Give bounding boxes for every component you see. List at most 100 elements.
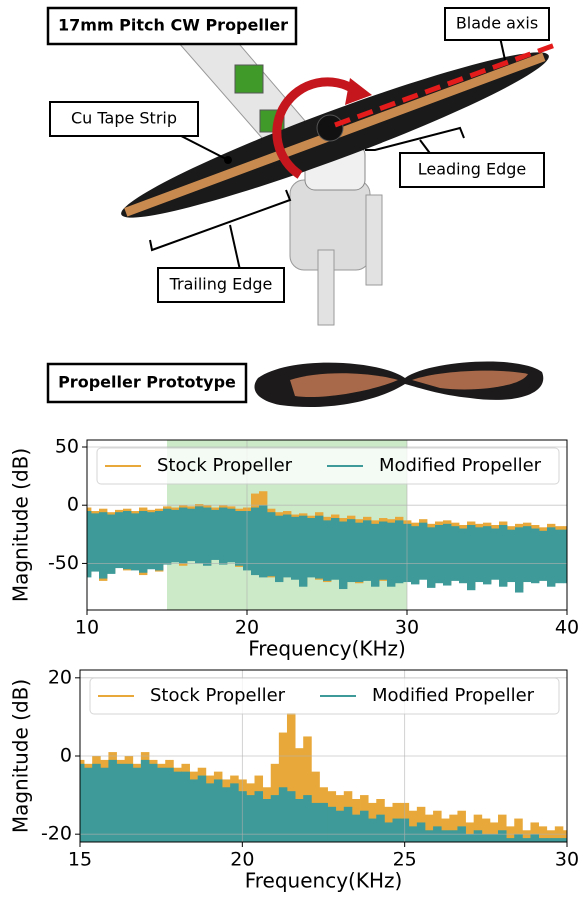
label: Blade axis [456,14,538,33]
range-bar [443,523,452,586]
range-bar [539,530,548,581]
range-bar [187,508,196,562]
area-bar [546,830,556,842]
x-tick-label: 20 [235,617,259,639]
area-bar [108,759,117,842]
range-bar [87,511,92,578]
legend-label: Stock Propeller [150,685,286,706]
label: Trailing Edge [169,275,273,294]
range-bar [235,511,244,566]
range-bar [523,526,532,583]
legend: Stock Propeller Modified Propeller [89,677,560,715]
legend: Stock Propeller Modified Propeller [96,447,560,485]
range-bar [363,520,372,581]
area-bar [481,818,491,842]
area-bar [278,787,288,842]
axes-frame [79,669,568,843]
area-bar [222,787,231,842]
label-box [444,7,550,41]
range-bar [483,526,492,585]
range-bar [411,526,420,585]
label-box [49,101,199,137]
area-bar [116,763,126,842]
label: Leading Edge [418,160,527,179]
mount-leg [365,194,383,286]
range-bar [171,509,180,563]
area-bar [530,834,539,842]
area-bar [343,806,353,842]
y-tick-label: -20 [41,823,72,845]
area-bar [465,834,475,842]
blade-axis-line [334,42,556,128]
range-bar [131,513,140,571]
x-tick-label: 10 [75,617,99,639]
area-bar [165,767,174,842]
area-bar [360,810,369,842]
area-bar [424,830,434,842]
range-bar [331,518,340,580]
range-bar [323,520,332,581]
area-bar [562,830,567,842]
area-bar [562,838,567,842]
range-bar [355,522,364,583]
range-bar [179,507,188,564]
area-bar [148,763,158,842]
area-bar [189,779,199,842]
leader [229,224,241,271]
area-bar [262,799,272,842]
range-bar [563,529,567,584]
range-bar [307,518,316,578]
range-bar [499,525,508,587]
area-bar [489,822,499,842]
range-bar [139,511,148,573]
plot-area [80,713,567,842]
range-bar [507,529,516,583]
x-tick-label: 40 [555,617,579,639]
prototype-tape [412,370,528,390]
area-bar [473,814,483,842]
range-bar [123,511,132,570]
label-box [157,267,285,303]
range-bar [427,527,436,588]
range-bar [291,516,300,580]
x-tick-label: 30 [555,849,579,871]
area-bar [335,810,345,842]
area-bar [181,771,190,842]
range-bar [467,525,476,591]
axes-frame [86,439,568,611]
area-bar [246,795,255,842]
range-bar [555,529,564,584]
area-bar [173,771,182,842]
bracket [365,126,465,151]
range-bar [283,514,292,578]
area-bar [465,822,475,842]
y-axis-label: Magnitude (dB) [9,448,33,602]
area-bar [481,834,491,842]
range-bar [267,512,276,577]
area-bar [303,736,312,842]
area-bar [424,814,434,842]
area-bar [449,830,458,842]
area-bar [295,748,304,842]
x-tick-label: 25 [393,849,417,871]
range-bar [115,512,124,569]
range-bar [315,515,324,579]
range-bar [379,521,388,580]
legend-label: Stock Propeller [157,455,293,476]
arrow-head [345,78,372,105]
range-bar [515,527,524,593]
area-bar [449,814,458,842]
area-bar [522,838,531,842]
legend-label: Modified Propeller [372,685,535,706]
range-bar [155,511,164,571]
area-bar [392,818,402,842]
x-axis-label: Frequency(KHz) [245,869,403,893]
area-bar [311,802,320,842]
range-bar [107,514,116,574]
area-bar [498,830,507,842]
range-bar [259,505,268,578]
y-tick-label: 0 [60,745,72,767]
range-bar [211,509,220,560]
shaft [316,114,344,142]
